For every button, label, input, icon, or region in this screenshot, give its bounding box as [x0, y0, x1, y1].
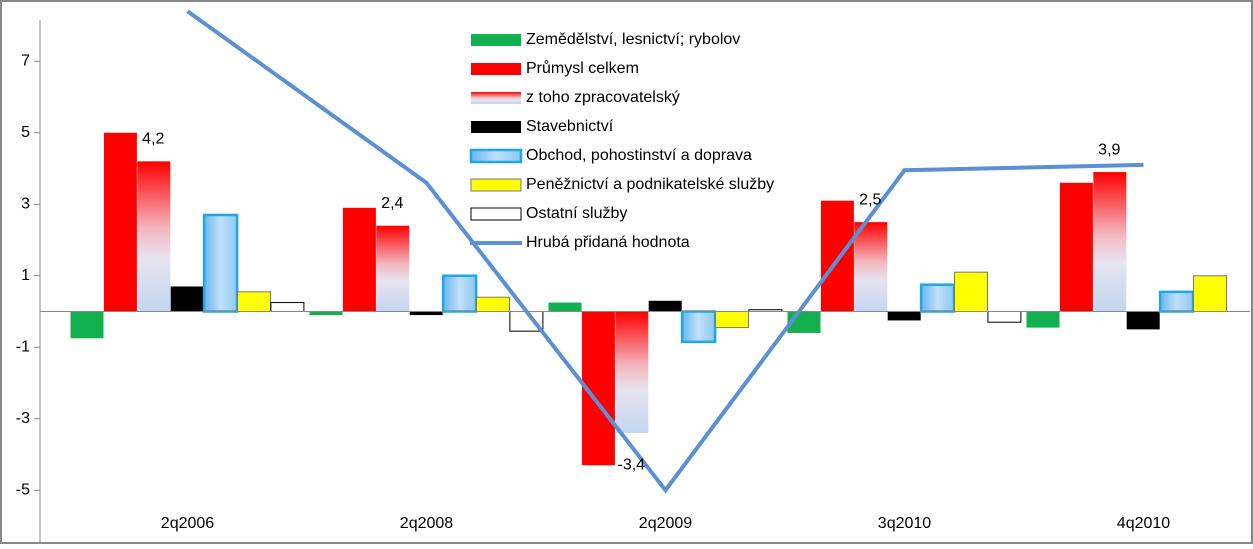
y-tick-label: -3: [16, 410, 30, 427]
legend-marker: [470, 207, 522, 221]
bar: [270, 302, 305, 312]
legend-marker: [471, 63, 521, 75]
bar: [441, 274, 478, 313]
bar: [987, 311, 1022, 323]
y-tick-label: 3: [21, 195, 30, 212]
plot-area: [70, 9, 1227, 494]
bar: [1158, 290, 1195, 313]
bar: [103, 132, 137, 312]
legend-marker: [471, 92, 521, 104]
bar: [1026, 311, 1060, 328]
bar: [376, 225, 410, 312]
legend-label: Hrubá přidaná hodnota: [526, 234, 690, 251]
legend-label: Zemědělství, lesnictví; rybolov: [526, 31, 740, 48]
x-tick-label: 4q2010: [1117, 515, 1170, 532]
data-label: 2,5: [859, 191, 881, 208]
y-tick-label: 7: [21, 52, 30, 69]
bar: [715, 311, 749, 329]
bar: [342, 207, 376, 312]
bar: [409, 311, 443, 316]
bar: [887, 311, 921, 321]
data-label: 4,2: [142, 131, 164, 148]
data-label: 3,9: [1098, 141, 1120, 158]
bar: [854, 222, 888, 312]
x-tick-label: 2q2009: [639, 515, 692, 532]
x-tick-label: 3q2010: [878, 515, 931, 532]
legend-marker: [469, 148, 523, 164]
bar: [137, 161, 171, 312]
bar: [1093, 172, 1127, 312]
legend-label: Ostatní služby: [526, 205, 627, 222]
bar: [1059, 182, 1093, 312]
line: [186, 9, 1144, 494]
y-tick-label: -1: [16, 338, 30, 355]
legend-marker: [471, 34, 521, 46]
bar: [615, 311, 649, 434]
bar: [954, 271, 988, 312]
bar: [1193, 275, 1227, 312]
x-tick-label: 2q2008: [400, 515, 453, 532]
bar: [476, 296, 510, 313]
bar: [919, 283, 956, 313]
legend-label: Průmysl celkem: [526, 59, 639, 77]
y-tick-label: 1: [21, 267, 30, 284]
legend-label: Obchod, pohostinství a doprava: [526, 147, 752, 164]
bar: [202, 213, 239, 313]
data-label: -3,4: [618, 456, 646, 473]
bar: [648, 300, 682, 312]
bar: [237, 291, 271, 312]
bar: [548, 302, 582, 312]
x-tick-label: 2q2006: [161, 515, 214, 532]
bar: [820, 200, 854, 312]
legend-marker: [470, 178, 522, 192]
legend-marker: [471, 121, 521, 133]
bar: [1126, 311, 1160, 330]
legend-label: z toho zpracovatelský: [526, 89, 680, 106]
bar: [680, 310, 717, 344]
bar: [170, 286, 204, 312]
y-tick-label: -5: [16, 481, 30, 498]
data-label: 2,4: [381, 195, 403, 212]
legend-label: Peněžnictví a podnikatelské služby: [526, 176, 774, 193]
y-tick-label: 5: [21, 124, 30, 141]
bar: [309, 311, 343, 316]
legend-label: Stavebnictví: [526, 118, 614, 135]
bar: [70, 311, 104, 339]
